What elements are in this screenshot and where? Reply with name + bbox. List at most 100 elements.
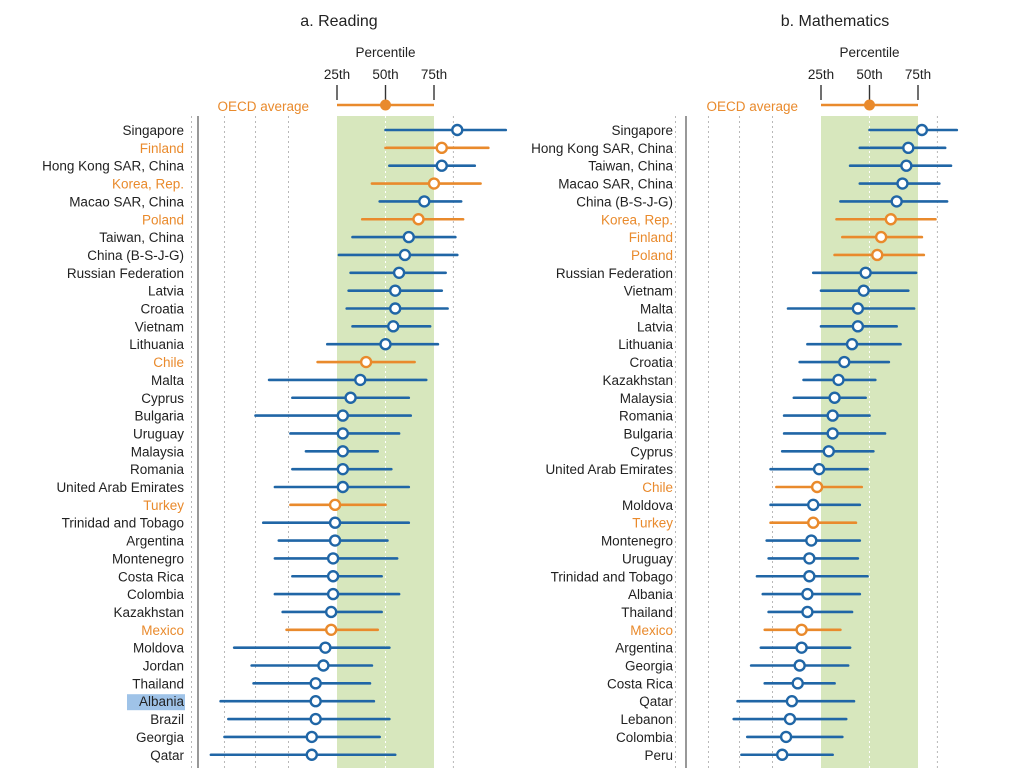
math-median-dot — [838, 355, 851, 369]
reading-median-dot — [328, 498, 342, 512]
reading-oecd-average-label: OECD average — [217, 99, 309, 114]
math-median-dot — [793, 659, 806, 672]
math-median-dot — [795, 641, 808, 654]
reading-tick-label: 25th — [324, 67, 350, 82]
reading-country-label: Costa Rica — [118, 569, 185, 584]
reading-median-dot — [328, 534, 342, 547]
reading-country-label: Singapore — [122, 123, 184, 138]
reading-median-dot — [336, 462, 350, 476]
math-country-label: Croatia — [629, 355, 673, 370]
math-country-label: Turkey — [632, 516, 673, 531]
math-median-dot — [857, 284, 870, 297]
math-median-dot — [826, 427, 839, 440]
math-country-label: Malta — [640, 302, 674, 317]
math-country-label: Albania — [628, 587, 674, 602]
math-median-dot — [832, 373, 845, 387]
math-country-label: Latvia — [637, 319, 674, 334]
reading-median-dot — [412, 213, 425, 226]
reading-country-label: Bulgaria — [134, 409, 184, 424]
reading-country-label: Thailand — [132, 676, 184, 691]
math-country-label: Costa Rica — [607, 676, 674, 691]
reading-country-label: United Arab Emirates — [56, 480, 184, 495]
math-country-label: Uruguay — [622, 551, 673, 566]
math-country-label: Poland — [631, 248, 673, 263]
reading-median-dot — [328, 516, 342, 529]
math-median-dot — [803, 570, 816, 583]
math-country-label: Chile — [642, 480, 673, 495]
reading-country-label: Lithuania — [129, 337, 184, 352]
reading-percentile-label: Percentile — [355, 45, 415, 60]
reading-median-dot — [336, 480, 350, 494]
math-median-dot — [890, 195, 903, 208]
reading-country-label: Brazil — [150, 712, 184, 727]
math-country-label: Moldova — [622, 498, 674, 513]
math-country-label: Finland — [629, 230, 673, 245]
country-label-highlight — [127, 694, 185, 711]
math-country-label: Lithuania — [618, 337, 673, 352]
reading-median-dot — [309, 712, 322, 726]
reading-panel-title: a. Reading — [300, 13, 377, 30]
reading-country-label: Argentina — [126, 534, 184, 549]
math-country-label: Montenegro — [601, 534, 673, 549]
math-oecd-average-dot — [864, 99, 875, 111]
math-median-dot — [859, 266, 872, 279]
math-tick-label: 25th — [808, 67, 834, 82]
math-country-label: China (B-S-J-G) — [576, 194, 673, 209]
math-percentile-label: Percentile — [839, 45, 899, 60]
math-median-dot — [884, 213, 898, 226]
math-country-label: Russian Federation — [556, 266, 673, 281]
reading-country-label: Latvia — [148, 284, 185, 299]
reading-median-dot — [402, 230, 415, 244]
reading-median-dot — [326, 587, 340, 601]
math-tick-label: 50th — [856, 67, 882, 82]
math-country-label: Qatar — [639, 694, 673, 709]
reading-country-label: Russian Federation — [67, 266, 184, 281]
reading-median-dot — [305, 730, 318, 744]
math-country-label: Malaysia — [620, 391, 674, 406]
math-oecd-average-label: OECD average — [706, 99, 798, 114]
math-country-label: Hong Kong SAR, China — [531, 141, 673, 156]
reading-tick-label: 75th — [421, 67, 447, 82]
reading-median-dot — [392, 266, 406, 279]
reading-median-dot — [319, 641, 332, 654]
math-median-dot — [822, 445, 835, 458]
reading-country-label: Finland — [140, 141, 184, 156]
reading-median-dot — [418, 195, 431, 208]
reading-country-label: Poland — [142, 212, 184, 227]
reading-median-dot — [387, 320, 400, 333]
reading-median-dot — [309, 695, 322, 708]
math-median-dot — [776, 748, 789, 761]
reading-country-label: Jordan — [143, 659, 184, 674]
reading-country-label: Colombia — [127, 587, 185, 602]
reading-oecd-average-dot — [380, 99, 391, 111]
math-country-label: Argentina — [615, 641, 673, 656]
reading-country-label: Hong Kong SAR, China — [42, 159, 184, 174]
math-country-label: Cyprus — [630, 444, 673, 459]
math-median-dot — [785, 695, 799, 708]
reading-country-label: Uruguay — [133, 426, 184, 441]
math-median-dot — [803, 552, 816, 565]
reading-country-label: Malaysia — [131, 444, 185, 459]
math-median-dot — [902, 141, 915, 155]
math-median-dot — [900, 159, 913, 172]
reading-tick-label: 50th — [372, 67, 398, 82]
reading-median-dot — [359, 355, 373, 369]
reading-median-dot — [309, 677, 322, 690]
math-country-label: Peru — [644, 748, 673, 763]
reading-country-label: Croatia — [140, 302, 184, 317]
reading-country-label: Moldova — [133, 641, 185, 656]
math-country-label: Georgia — [625, 659, 674, 674]
reading-country-label: Albania — [139, 694, 185, 709]
reading-median-dot — [427, 177, 441, 190]
reading-median-dot — [451, 123, 464, 137]
reading-country-label: Cyprus — [141, 391, 184, 406]
math-median-dot — [812, 462, 826, 476]
math-country-label: Taiwan, China — [588, 159, 673, 174]
reading-median-dot — [389, 302, 402, 315]
reading-median-dot — [398, 248, 412, 262]
math-country-label: United Arab Emirates — [545, 462, 673, 477]
math-median-dot — [795, 623, 808, 636]
math-panel-title: b. Mathematics — [781, 13, 889, 30]
reading-country-label: Macao SAR, China — [69, 194, 184, 209]
